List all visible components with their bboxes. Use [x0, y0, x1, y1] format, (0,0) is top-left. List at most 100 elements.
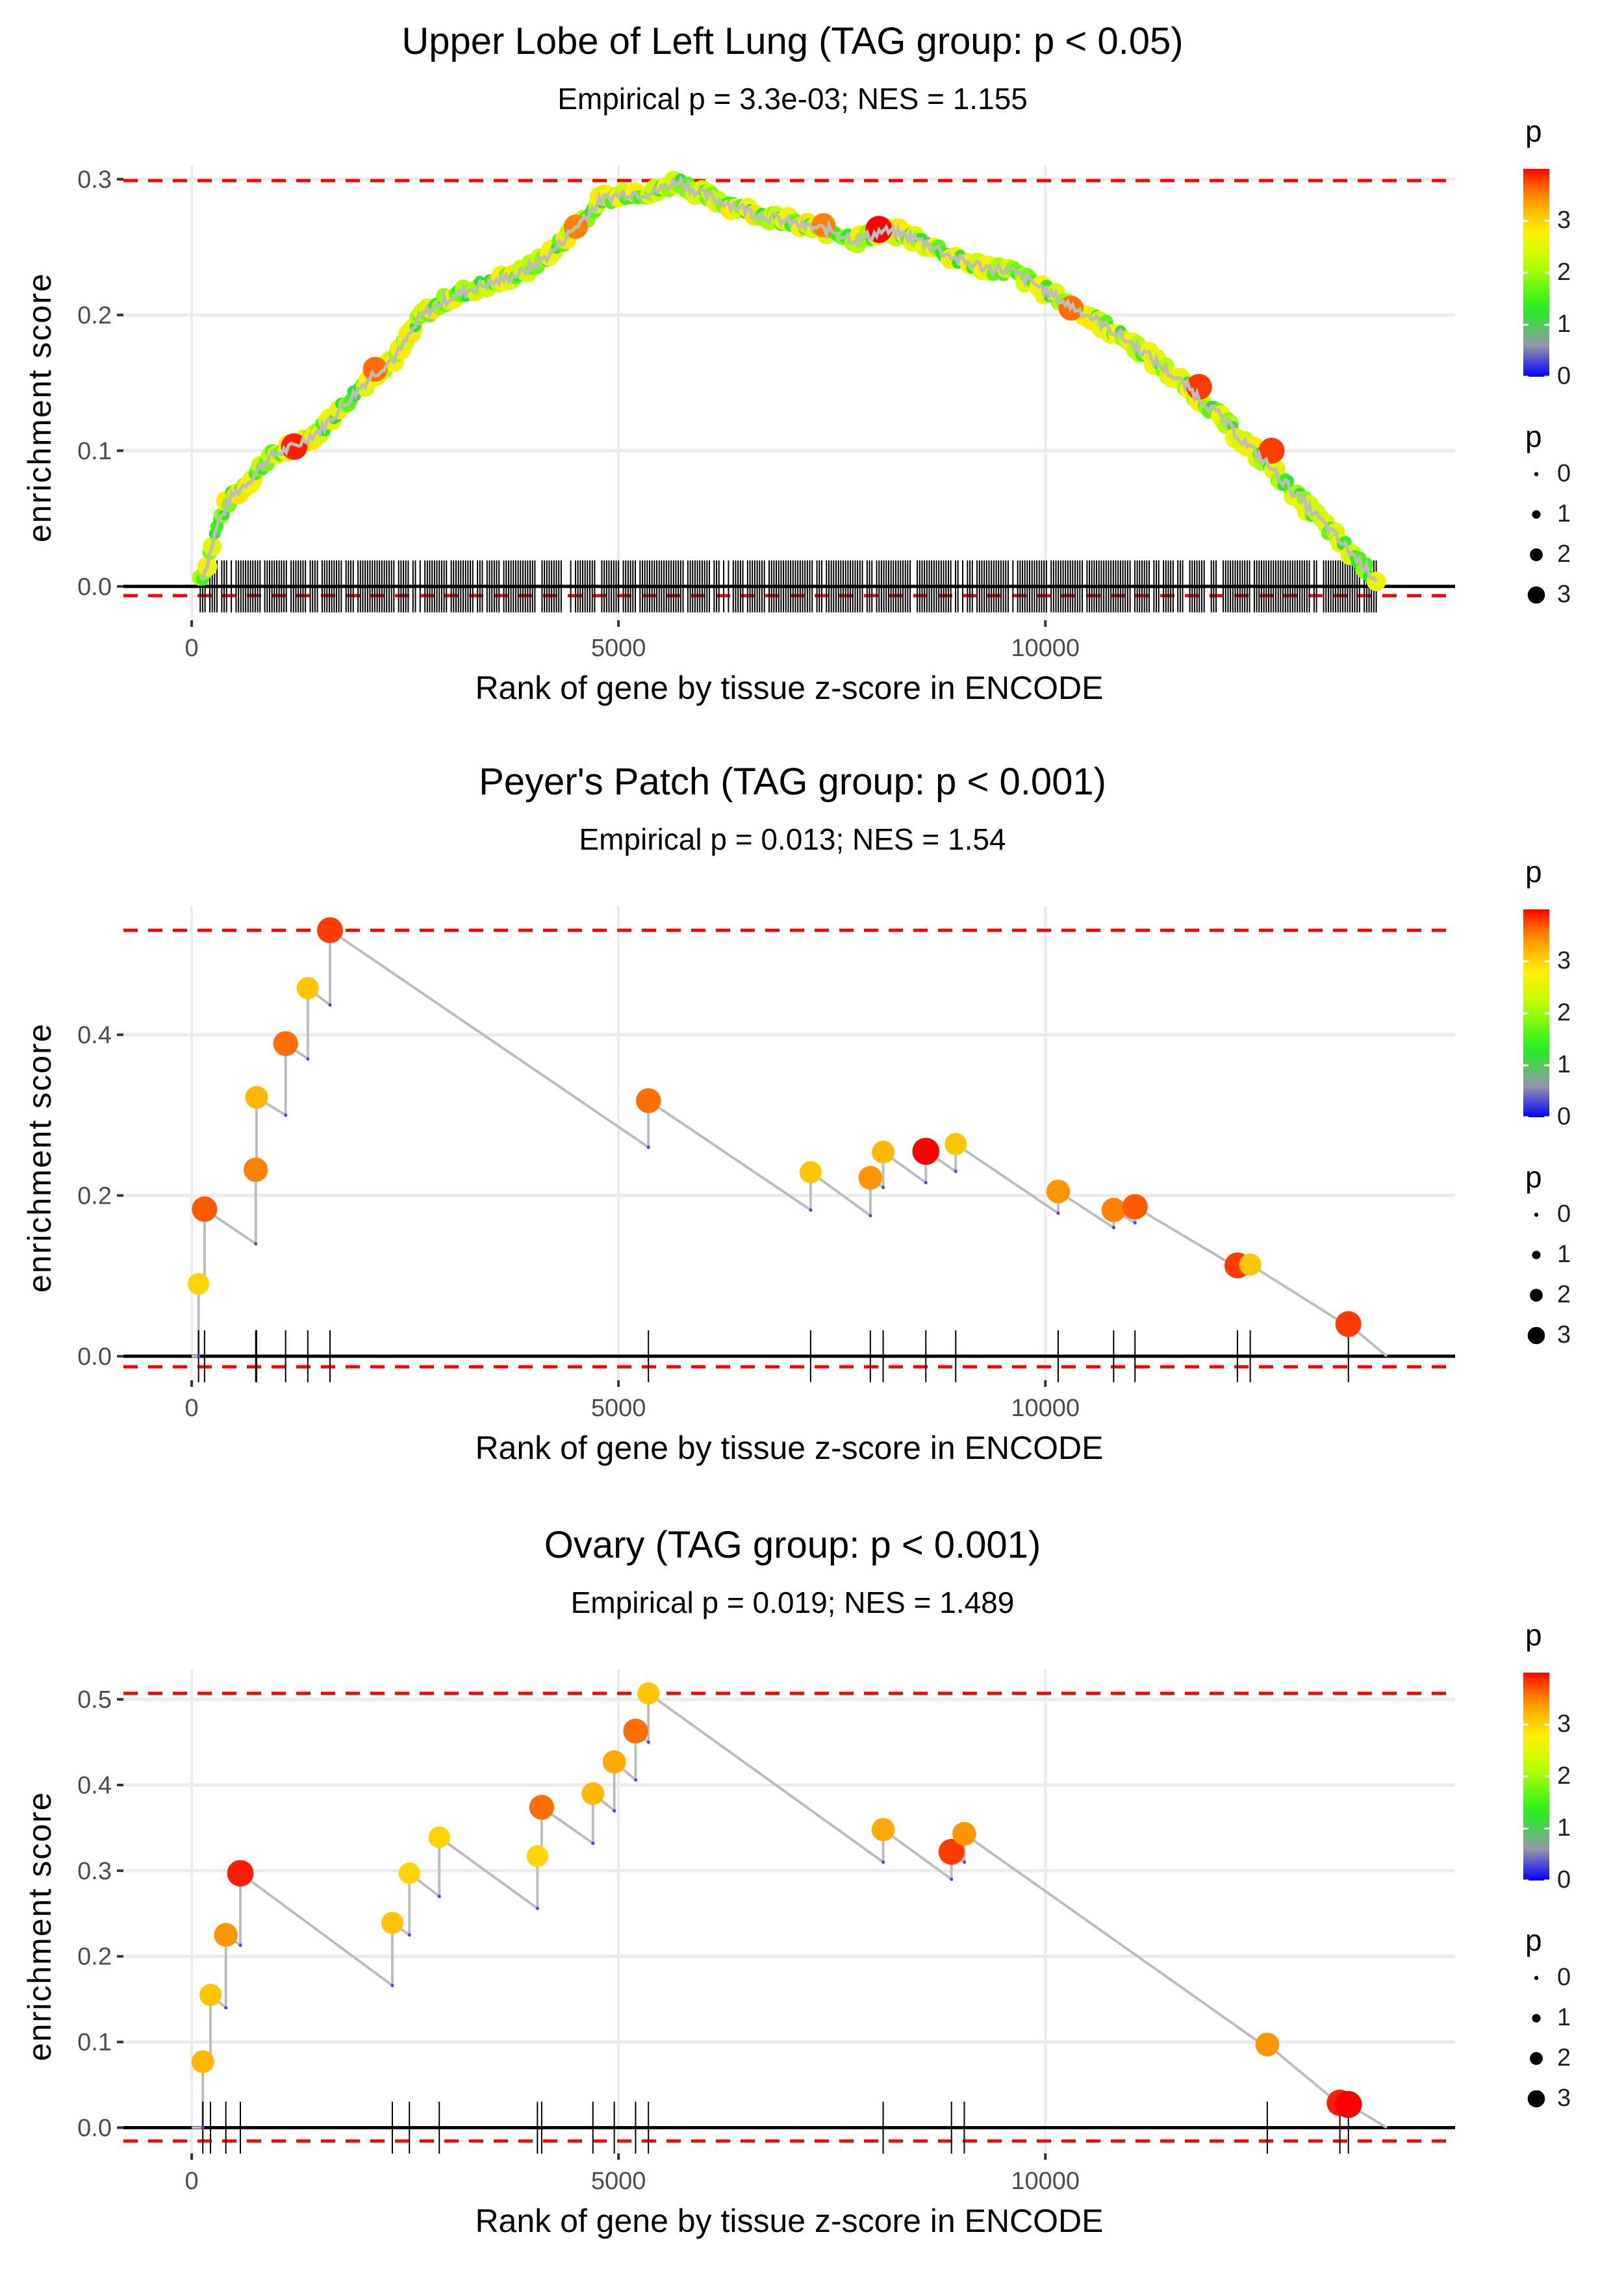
enrichment-point: [872, 1141, 894, 1164]
size-legend-label: 0: [1557, 1200, 1571, 1228]
enrichment-point: [637, 1682, 660, 1704]
size-legend-dot: [1534, 472, 1539, 477]
enrichment-point: [273, 1031, 298, 1056]
trough-point: [633, 1778, 637, 1782]
enrichment-point: [1335, 1311, 1362, 1337]
chart-title: Upper Lobe of Left Lung (TAG group: p < …: [401, 20, 1184, 62]
trough-point: [238, 1944, 242, 1947]
enrichment-point: [938, 1838, 965, 1865]
chart-title: Peyer's Patch (TAG group: p < 0.001): [479, 761, 1106, 803]
colorbar-title: p: [1525, 855, 1542, 889]
chart-panel-ovary: 0 5000 10000 0.0 0.1 0.2 0.3 0.4 0.5 Ovary (TAG g…: [0, 1520, 1624, 2280]
y-axis-label: enrichment score: [21, 1791, 58, 2061]
colorbar-tick-label: 2: [1557, 1762, 1571, 1790]
size-legend-dot: [1530, 2052, 1543, 2065]
y-tick-label: 0.5: [77, 1686, 112, 1714]
size-legend-label: 1: [1557, 500, 1571, 527]
trough-point: [437, 1894, 441, 1898]
x-tick-label: 5000: [591, 2168, 646, 2195]
x-tick-label: 0: [185, 635, 199, 662]
enrichment-point: [1046, 1179, 1071, 1204]
trough-point: [869, 1213, 872, 1217]
size-legend-dot: [1534, 1975, 1539, 1981]
y-tick-label: 0.1: [77, 2029, 112, 2057]
size-legend-dot: [1527, 2090, 1545, 2108]
size-legend-dot: [1532, 510, 1541, 519]
chart-subtitle: Empirical p = 0.013; NES = 1.54: [579, 822, 1006, 856]
enrichment-point: [1255, 2033, 1280, 2057]
trough-point: [284, 1113, 288, 1117]
y-axis-label: enrichment score: [21, 272, 58, 543]
enrichment-point: [581, 1782, 605, 1805]
gene-rug: [199, 560, 1377, 613]
x-tick-label: 10000: [1011, 2168, 1080, 2195]
x-tick-label: 5000: [591, 1395, 646, 1422]
trough-point: [197, 1354, 201, 1358]
enrichment-point: [1334, 2091, 1362, 2118]
trough-point: [646, 1145, 650, 1149]
colorbar-tick-label: 2: [1557, 999, 1571, 1026]
enrichment-point: [199, 1984, 222, 2007]
colorbar-tick-label: 3: [1557, 207, 1571, 234]
enrichment-point: [428, 1826, 450, 1849]
enrichment-point: [526, 1845, 548, 1868]
trough-point: [950, 1877, 954, 1881]
trough-point: [306, 1057, 310, 1061]
chart-svg: 0 5000 10000 0.0 0.1 0.2 0.3 0.4 0.5: [77, 1669, 1549, 2195]
chart-svg: 0 5000 10000 0.0 0.1 0.2 0.3: [77, 166, 1549, 662]
enrichment-curve: [199, 175, 1378, 583]
colorbar-tick-label: 1: [1557, 1051, 1571, 1078]
enrichment-curve: [192, 928, 1388, 1358]
size-legend-label: 3: [1557, 1321, 1571, 1349]
y-tick-label: 0.2: [77, 1944, 112, 1971]
size-legend-label: 0: [1557, 460, 1571, 487]
chart-panel-upper-lobe-left-lung: 0 5000 10000 0.0 0.1 0.2 0.3 Upper Lobe of Left…: [0, 0, 1624, 760]
x-tick-label: 0: [185, 1395, 199, 1422]
y-tick-label: 0.2: [77, 302, 112, 329]
enrichment-point: [529, 1795, 555, 1820]
size-legend-label: 2: [1557, 2044, 1571, 2071]
y-tick-label: 0.0: [77, 2114, 112, 2142]
trough-point: [613, 1809, 616, 1813]
chart-subtitle: Empirical p = 0.019; NES = 1.489: [570, 1586, 1015, 1619]
colorbar-tick-label: 1: [1557, 310, 1571, 338]
enrichment-point: [799, 1161, 822, 1184]
enrichment-point: [243, 1158, 268, 1182]
chart-svg: 0 5000 10000 0.0 0.2 0.4: [77, 906, 1549, 1422]
enrichment-point: [398, 1862, 420, 1884]
enrichment-point-significant: [362, 357, 388, 382]
colorbar-tick-label: 2: [1557, 259, 1571, 286]
y-tick-label: 0.4: [77, 1772, 112, 1799]
size-legend-label: 2: [1557, 1281, 1571, 1308]
colorbar-tick-label: 1: [1557, 1814, 1571, 1842]
trough-point: [882, 1185, 885, 1189]
enrichment-point: [1101, 1197, 1126, 1222]
colorbar-title: p: [1525, 1618, 1542, 1652]
x-axis-label: Rank of gene by tissue z-score in ENCODE: [475, 2203, 1104, 2239]
enrichment-point: [952, 1821, 976, 1846]
x-tick-label: 10000: [1011, 635, 1080, 662]
trough-point: [1111, 1226, 1115, 1230]
trough-point: [809, 1208, 813, 1212]
size-legend-label: 3: [1557, 581, 1571, 608]
chart-title: Ovary (TAG group: p < 0.001): [544, 1524, 1041, 1566]
x-axis-label: Rank of gene by tissue z-score in ENCODE: [475, 1430, 1104, 1466]
enrichment-point: [296, 977, 319, 1000]
y-tick-label: 0.1: [77, 438, 112, 465]
size-legend-dot: [1527, 586, 1545, 604]
x-tick-label: 0: [185, 2168, 199, 2195]
trough-point: [882, 1860, 885, 1864]
enrichment-point: [945, 1133, 967, 1156]
chart-panel-peyers-patch: 0 5000 10000 0.0 0.2 0.4 Peyer's Patch (TAG gr…: [0, 760, 1624, 1520]
trough-point: [591, 1842, 595, 1845]
enrichment-point: [1239, 1253, 1262, 1276]
colorbar-title: p: [1525, 114, 1542, 148]
size-legend-dot: [1530, 1289, 1543, 1302]
size-legend-label: 2: [1557, 540, 1571, 568]
size-legend-title: p: [1525, 1923, 1542, 1957]
enrichment-curve: [192, 1691, 1388, 2129]
data-layer: [192, 171, 1386, 613]
x-tick-label: 10000: [1011, 1395, 1080, 1422]
trough-point: [954, 1169, 958, 1173]
y-tick-label: 0.0: [77, 574, 112, 601]
